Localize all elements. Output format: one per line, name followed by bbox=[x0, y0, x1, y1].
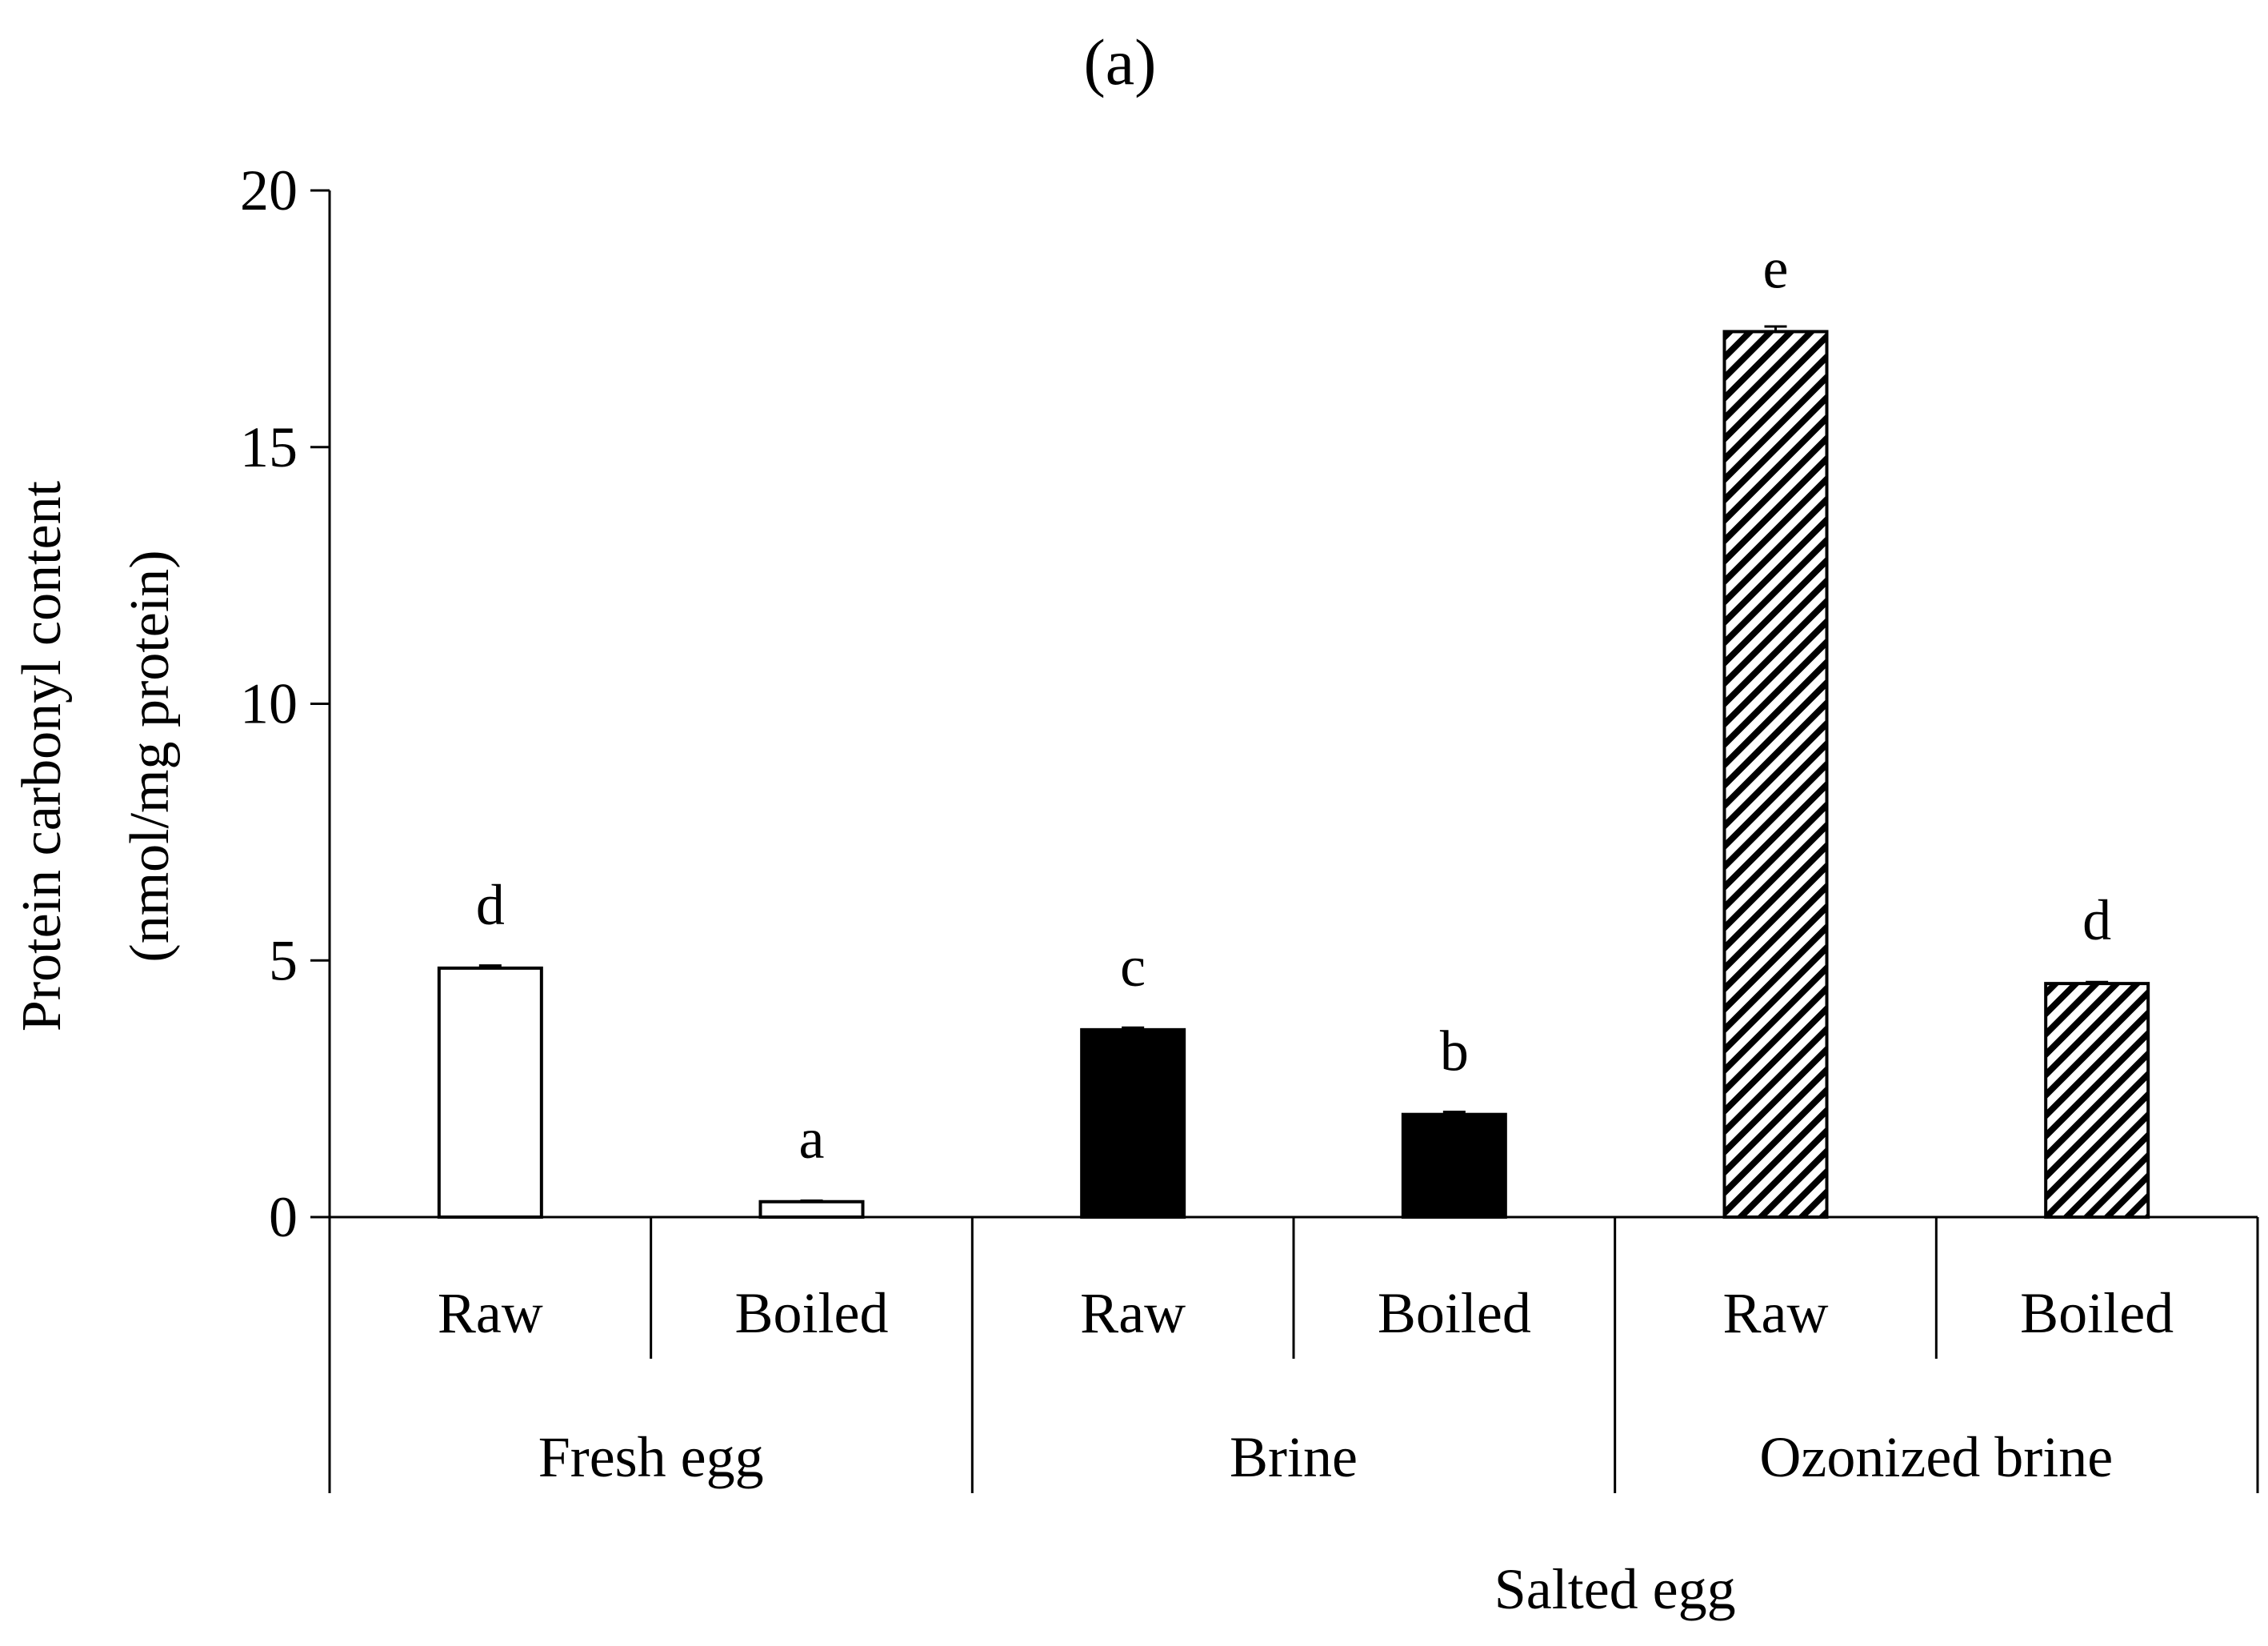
category-label: Boiled bbox=[2020, 1281, 2174, 1345]
group-label: Ozonized brine bbox=[1759, 1425, 2113, 1489]
bar bbox=[1080, 1027, 1186, 1219]
bar bbox=[1401, 1112, 1507, 1219]
category-label: Raw bbox=[438, 1281, 543, 1345]
super-group-label: Salted egg bbox=[1494, 1557, 1736, 1621]
y-tick-label: 0 bbox=[269, 1185, 298, 1249]
category-label: Boiled bbox=[735, 1281, 889, 1345]
significance-label: d bbox=[476, 873, 505, 937]
category-label: Raw bbox=[1080, 1281, 1186, 1345]
significance-label: b bbox=[1440, 1019, 1469, 1083]
category-label: Boiled bbox=[1378, 1281, 1531, 1345]
y-axis-label: Protein carbonyl content (nmol/mg protei… bbox=[11, 480, 181, 1031]
axes: 0 5 10 15 20 bbox=[240, 158, 2259, 1493]
chart-title: (a) bbox=[1083, 26, 1156, 98]
bar bbox=[2044, 982, 2150, 1219]
significance-label: a bbox=[799, 1107, 825, 1171]
y-axis-label-line1: Protein carbonyl content bbox=[11, 480, 73, 1031]
y-tick-label: 15 bbox=[240, 415, 298, 479]
bar bbox=[437, 966, 543, 1219]
bar bbox=[1722, 330, 1829, 1219]
category-labels: Raw Boiled Raw Boiled Raw Boiled Fresh egg Brin… bbox=[438, 1281, 2174, 1621]
y-axis-label-line2: (nmol/mg protein) bbox=[119, 550, 181, 962]
group-label: Fresh egg bbox=[538, 1425, 764, 1489]
bars: d a c b e d bbox=[437, 236, 2150, 1219]
y-tick-label: 20 bbox=[240, 158, 298, 222]
group-label: Brine bbox=[1230, 1425, 1358, 1489]
bar bbox=[758, 1199, 865, 1219]
category-label: Raw bbox=[1723, 1281, 1829, 1345]
y-tick-label: 10 bbox=[240, 672, 298, 736]
significance-label: c bbox=[1120, 935, 1146, 999]
significance-label: d bbox=[2082, 888, 2111, 952]
significance-label: e bbox=[1763, 236, 1789, 300]
y-tick-label: 5 bbox=[269, 928, 298, 992]
